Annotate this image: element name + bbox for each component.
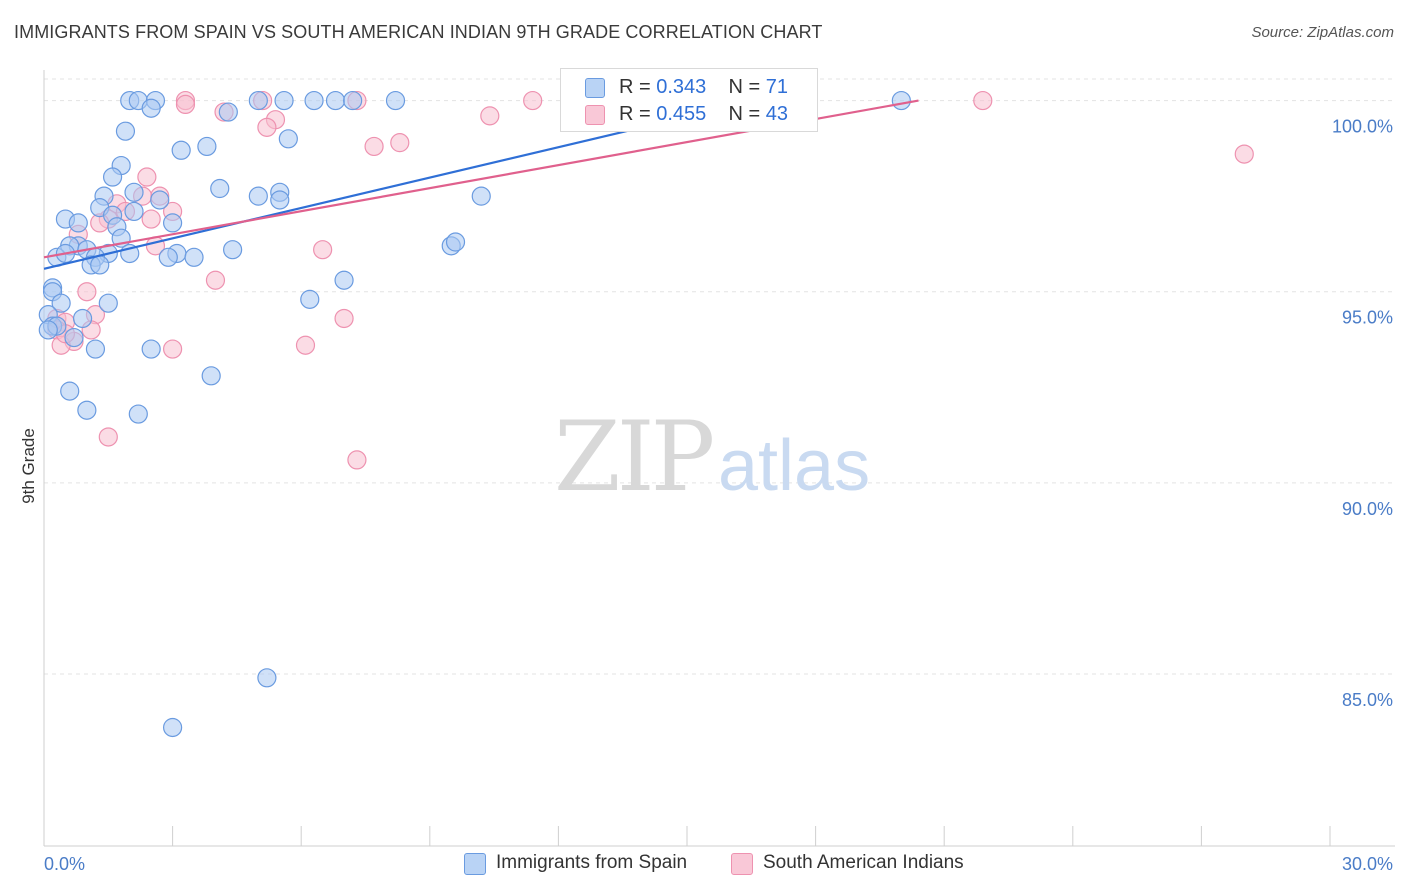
immigrants-from-spain-point [197,136,217,157]
immigrants-from-spain-point [141,339,161,359]
immigrants-from-spain-point [102,167,123,187]
immigrants-from-spain-point [343,90,363,111]
immigrants-from-spain-point [163,717,183,738]
immigrants-from-spain-point [891,90,911,111]
y-tick-label: 90.0% [1342,499,1393,519]
grid-lines [44,78,1395,675]
immigrants-from-spain-point [124,201,144,222]
south-american-indians-point [205,270,226,290]
immigrants-from-spain-point [304,90,324,111]
immigrants-from-spain-point [158,247,178,267]
south-american-indians-point [98,427,118,447]
watermark: ZIP atlas [554,401,870,513]
immigrants-from-spain-point [77,400,97,420]
immigrants-from-spain-point [150,190,170,210]
immigrants-from-spain-point [270,190,290,210]
legend-n-label: N = [728,103,761,125]
south-american-indians-point [175,94,196,115]
series-immigrants-from-spain-points [38,90,911,738]
watermark-atlas: atlas [718,426,870,506]
immigrants-from-spain-point [163,213,183,233]
immigrants-from-spain-point [218,102,238,122]
immigrants-from-spain-point [128,404,148,424]
legend-r-value: 0.343 [656,76,707,98]
immigrants-from-spain-point [385,90,406,111]
source-note: Source: ZipAtlas.com [1251,24,1394,41]
legend-n-value: 71 [765,76,789,98]
axes [43,70,1395,847]
bottom-legend: Immigrants from Spain South American Ind… [0,852,1406,878]
immigrants-from-spain-point [98,293,118,313]
y-tick-label: 95.0% [1342,308,1393,328]
immigrants-from-spain-point [141,98,161,118]
immigrants-from-spain-point [51,293,71,313]
south-american-indians-point [1234,144,1254,164]
south-american-indians-point [141,209,161,229]
legend-n-value: 43 [765,103,789,125]
immigrants-from-spain-point [300,289,320,309]
legend-label-indians: South American Indians [763,852,964,873]
south-american-indians-point [334,308,354,329]
south-american-indians-point [347,450,367,470]
south-american-indians-point [295,335,316,355]
immigrants-from-spain-point [124,182,144,202]
south-american-indians-point [364,136,384,157]
south-american-indians-point [257,117,277,137]
y-tick-label: 100.0% [1332,117,1393,137]
south-american-indians-point [480,106,500,126]
immigrants-from-spain-point [274,90,294,111]
immigrants-from-spain-point [68,213,88,233]
legend-swatch-blue [464,853,486,875]
south-american-indians-point [390,133,410,153]
legend-r-label: R = [619,103,651,125]
immigrants-from-spain-point [223,240,243,260]
y-tick-label: 85.0% [1342,690,1393,710]
south-american-indians-point [523,90,543,111]
south-american-indians-point [313,240,333,260]
south-american-indians-point [77,282,97,302]
south-american-indians-point [163,339,183,359]
immigrants-from-spain-point [201,366,221,386]
immigrants-from-spain-point [257,668,277,688]
immigrants-from-spain-point [184,247,204,267]
legend-swatch-blue [585,78,605,98]
south-american-indians-point [973,90,993,111]
immigrants-from-spain-point [90,255,110,275]
immigrants-from-spain-point [38,320,58,340]
immigrants-from-spain-point [115,121,136,141]
legend-r-label: R = [619,76,651,98]
immigrants-from-spain-point [334,270,354,290]
legend-r-value: 0.455 [656,103,707,125]
immigrants-from-spain-point [445,232,466,252]
legend-label-spain: Immigrants from Spain [496,852,688,873]
immigrants-from-spain-point [64,327,84,348]
stats-legend: R = 0.343 N = 71 R = 0.455 N = 43 [560,68,818,132]
x-tick-label-max: 30.0% [1342,854,1393,874]
immigrants-from-spain-point [471,186,491,206]
chart-title: IMMIGRANTS FROM SPAIN VS SOUTH AMERICAN … [14,22,823,42]
immigrants-from-spain-point [171,140,191,160]
y-axis-label: 9th Grade [19,428,38,504]
immigrants-from-spain-point [248,186,268,206]
y-axis-tick-labels: 85.0% 90.0% 95.0% 100.0% [1332,117,1393,710]
immigrants-from-spain-point [325,90,346,111]
immigrants-from-spain-point [210,178,230,199]
legend-swatch-pink [585,105,605,125]
legend-n-label: N = [728,76,761,98]
immigrants-from-spain-point [278,129,298,149]
immigrants-from-spain-point [72,308,93,329]
x-tick-label-min: 0.0% [44,854,85,874]
watermark-zip: ZIP [554,401,713,513]
legend-swatch-pink [731,853,753,875]
immigrants-from-spain-point [60,381,80,401]
south-american-indians-point [137,167,157,187]
immigrants-from-spain-point [85,339,106,359]
immigrants-from-spain-point [248,90,268,111]
